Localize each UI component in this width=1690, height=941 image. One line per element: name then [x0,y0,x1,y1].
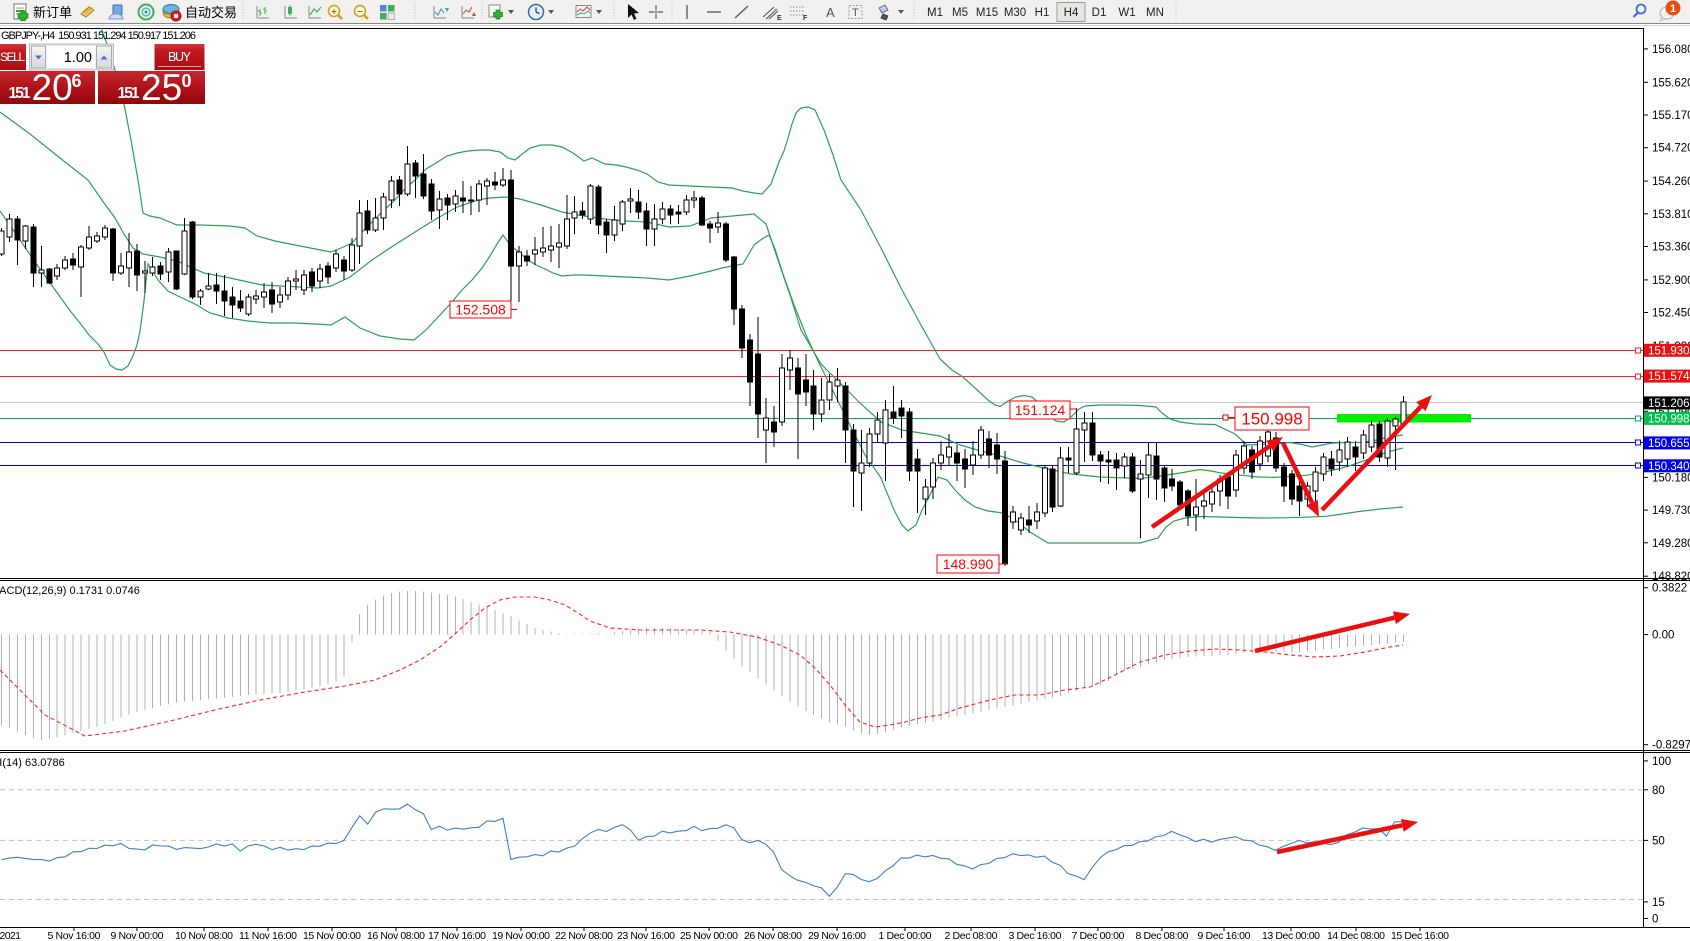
svg-text:25 Nov 00:00: 25 Nov 00:00 [680,930,738,941]
svg-text:7 Dec 00:00: 7 Dec 00:00 [1072,930,1125,941]
svg-text:151.206: 151.206 [1648,398,1690,410]
svg-text:6: 6 [72,71,82,91]
svg-text:5 Nov 16:00: 5 Nov 16:00 [48,930,101,941]
svg-text:17 Nov 16:00: 17 Nov 16:00 [428,930,486,941]
svg-text:3 Dec 16:00: 3 Dec 16:00 [1009,930,1062,941]
svg-text:14 Dec 08:00: 14 Dec 08:00 [1327,930,1385,941]
svg-text:1 Dec 00:00: 1 Dec 00:00 [879,930,932,941]
svg-text:151: 151 [9,85,31,102]
svg-text:10 Nov 08:00: 10 Nov 08:00 [175,930,233,941]
svg-text:15: 15 [1652,897,1665,909]
svg-text:0: 0 [182,71,192,91]
svg-text:22 Nov 08:00: 22 Nov 08:00 [555,930,613,941]
svg-text:GBPJPY-,H4 150.931 151.294 15: GBPJPY-,H4 150.931 151.294 150.917 151.2… [1,30,196,42]
svg-text:15 Nov 00:00: 15 Nov 00:00 [303,930,361,941]
svg-text:152.508: 152.508 [455,302,506,318]
svg-text:13 Dec 00:00: 13 Dec 00:00 [1262,930,1320,941]
svg-text:M1: M1 [927,7,943,19]
svg-text:154.720: 154.720 [1652,143,1690,155]
svg-text:W1: W1 [1118,7,1135,19]
svg-text:16 Nov 08:00: 16 Nov 08:00 [367,930,425,941]
svg-text:1 Nov 2021: 1 Nov 2021 [0,930,21,941]
svg-text:20: 20 [32,67,73,108]
svg-text:−: − [357,7,362,17]
svg-text:19 Nov 00:00: 19 Nov 00:00 [492,930,550,941]
svg-text:150.180: 150.180 [1652,472,1690,484]
svg-text:23 Nov 16:00: 23 Nov 16:00 [617,930,675,941]
svg-text:151.930: 151.930 [1648,345,1690,357]
svg-text:148.990: 148.990 [943,556,994,572]
svg-text:150.655: 150.655 [1648,438,1690,450]
svg-text:151: 151 [118,85,140,102]
svg-text:80: 80 [1652,785,1665,797]
svg-text:H1: H1 [1035,7,1050,19]
svg-text:1: 1 [1670,3,1676,15]
svg-text:M15: M15 [976,7,998,19]
svg-text:MACD(12,26,9) 0.1731 0.0746: MACD(12,26,9) 0.1731 0.0746 [0,585,140,597]
svg-text:H4: H4 [1064,7,1079,19]
svg-text:M30: M30 [1004,7,1026,19]
svg-text:E: E [777,15,782,22]
svg-text:2 Dec 08:00: 2 Dec 08:00 [945,930,998,941]
svg-text:+: + [331,7,336,17]
svg-text:15 Dec 16:00: 15 Dec 16:00 [1391,930,1449,941]
svg-text:156.080: 156.080 [1652,44,1690,56]
svg-text:0.00: 0.00 [1652,630,1674,642]
svg-text:149.730: 149.730 [1652,505,1690,517]
svg-text:151.574: 151.574 [1648,371,1690,383]
svg-text:9 Nov 00:00: 9 Nov 00:00 [111,930,164,941]
svg-text:SELL: SELL [0,50,25,64]
svg-text:153.360: 153.360 [1652,242,1690,254]
svg-text:148.820: 148.820 [1652,571,1690,583]
svg-text:100: 100 [1652,756,1671,768]
svg-text:9 Dec 16:00: 9 Dec 16:00 [1198,930,1251,941]
svg-text:155.620: 155.620 [1652,77,1690,89]
svg-text:150.340: 150.340 [1648,461,1690,473]
svg-text:152.450: 152.450 [1652,308,1690,320]
svg-text:149.280: 149.280 [1652,538,1690,550]
svg-text:新订单: 新订单 [33,5,72,20]
svg-text:152.900: 152.900 [1652,275,1690,287]
svg-text:MN: MN [1146,7,1164,19]
svg-text:25: 25 [141,67,182,108]
svg-text:T: T [852,7,859,19]
svg-text:D1: D1 [1092,7,1107,19]
svg-text:26 Nov 08:00: 26 Nov 08:00 [744,930,802,941]
svg-text:155.170: 155.170 [1652,110,1690,122]
svg-text:8 Dec 08:00: 8 Dec 08:00 [1136,930,1189,941]
svg-text:RSI(14) 63.0786: RSI(14) 63.0786 [0,757,65,769]
svg-text:50: 50 [1652,835,1665,847]
svg-text:-0.8297: -0.8297 [1652,740,1690,752]
svg-text:M5: M5 [952,7,968,19]
svg-text:自动交易: 自动交易 [185,5,237,20]
svg-text:F: F [803,15,808,22]
svg-text:29 Nov 16:00: 29 Nov 16:00 [808,930,866,941]
svg-text:1.00: 1.00 [64,50,92,66]
svg-text:151.124: 151.124 [1015,402,1066,418]
svg-text:A: A [826,5,835,20]
svg-text:154.260: 154.260 [1652,176,1690,188]
svg-text:0.3822: 0.3822 [1652,583,1687,595]
svg-text:11 Nov 16:00: 11 Nov 16:00 [239,930,297,941]
svg-text:153.810: 153.810 [1652,209,1690,221]
svg-text:150.998: 150.998 [1241,410,1302,429]
svg-text:150.998: 150.998 [1648,413,1690,425]
svg-text:0: 0 [1652,914,1658,926]
svg-text:BUY: BUY [168,50,192,64]
